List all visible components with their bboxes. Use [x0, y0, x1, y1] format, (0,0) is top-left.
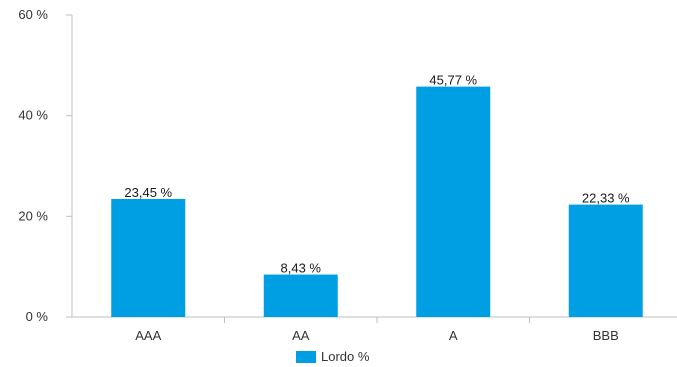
x-tick-label-aa: AA — [292, 328, 310, 343]
legend-swatch — [296, 350, 316, 363]
data-label-aaa: 23,45 % — [124, 185, 172, 200]
x-tick-label-bbb: BBB — [593, 328, 619, 343]
bar-bbb — [568, 204, 643, 317]
legend-label: Lordo % — [321, 349, 370, 364]
data-label-bbb: 22,33 % — [582, 191, 630, 206]
x-tick-label-a: A — [449, 328, 458, 343]
y-axis-ticks: 0 % 20 % 40 % 60 % — [18, 7, 72, 324]
y-tick-label: 60 % — [18, 7, 48, 22]
legend: Lordo % — [296, 349, 369, 364]
y-tick-label: 0 % — [26, 309, 49, 324]
y-tick-label: 40 % — [18, 108, 48, 123]
bar-aa — [263, 274, 338, 317]
bar-aaa — [111, 198, 186, 317]
data-label-a: 45,77 % — [429, 73, 477, 88]
x-axis-ticks: AAA AA A BBB — [135, 317, 619, 343]
x-tick-label-aaa: AAA — [135, 328, 161, 343]
bar-a — [416, 86, 491, 318]
data-labels: 23,45 % 8,43 % 45,77 % 22,33 % — [124, 73, 630, 276]
data-label-aa: 8,43 % — [281, 261, 322, 276]
y-tick-label: 20 % — [18, 208, 48, 223]
bar-series — [111, 86, 643, 318]
